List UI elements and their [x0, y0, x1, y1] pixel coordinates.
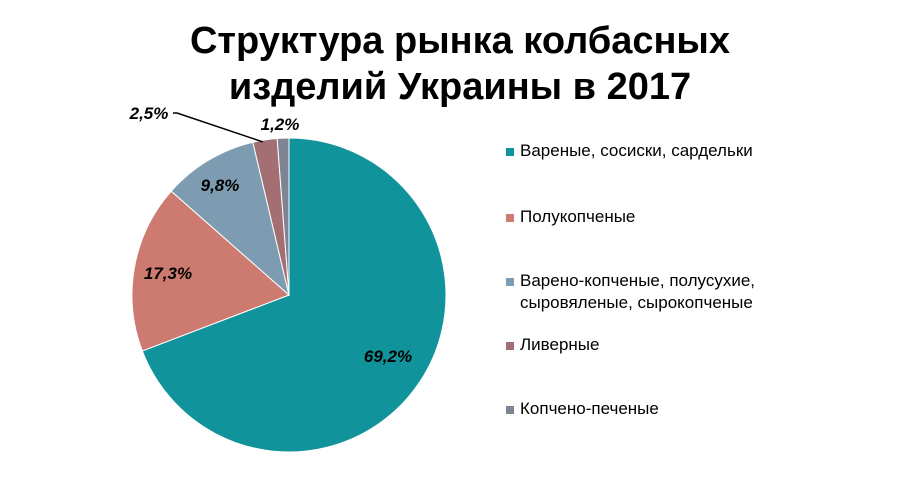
- pie-slice-boiled: [141, 137, 447, 453]
- legend-swatch: [506, 406, 514, 414]
- data-label-boiled: 69,2%: [364, 347, 412, 366]
- legend-label: Вареные, сосиски, сардельки: [520, 141, 753, 160]
- legend-item-boiled: Вареные, сосиски, сардельки: [506, 140, 820, 162]
- legend-label: Варено-копченые, полусухие, сыровяленые,…: [520, 271, 756, 312]
- chart-title-line-1: Структура рынка колбасных: [189, 20, 731, 62]
- legend-label: Копчено-печеные: [520, 399, 659, 418]
- legend-swatch: [506, 278, 514, 286]
- legend-item-semi-smoked: Полукопченые: [506, 206, 820, 228]
- legend-item-boiled-smoked: Варено-копченые, полусухие, сыровяленые,…: [506, 270, 820, 314]
- legend-swatch: [506, 342, 514, 350]
- legend-label: Полукопченые: [520, 207, 636, 226]
- legend-swatch: [506, 214, 514, 222]
- legend-label: Ливерные: [520, 335, 600, 354]
- data-label-boiled-smoked: 9,8%: [201, 176, 240, 195]
- chart-title-line-2: изделий Украины в 2017: [228, 66, 692, 108]
- pie-slice-boiled-smoked: [170, 141, 290, 297]
- data-label-semi-smoked: 17,3%: [144, 264, 192, 283]
- pie-slice-smoked-baked: [276, 137, 290, 296]
- legend-swatch: [506, 148, 514, 156]
- leader-line-liver: [173, 112, 264, 143]
- chart-title: Структура рынка колбасных изделий Украин…: [150, 18, 770, 110]
- data-label-smoked-baked: 1,2%: [261, 115, 300, 134]
- legend-item-liver: Ливерные: [506, 334, 820, 356]
- data-label-liver: 2,5%: [129, 104, 169, 123]
- pie-slice-semi-smoked: [131, 190, 290, 352]
- legend-item-smoked-baked: Копчено-печеные: [506, 398, 820, 420]
